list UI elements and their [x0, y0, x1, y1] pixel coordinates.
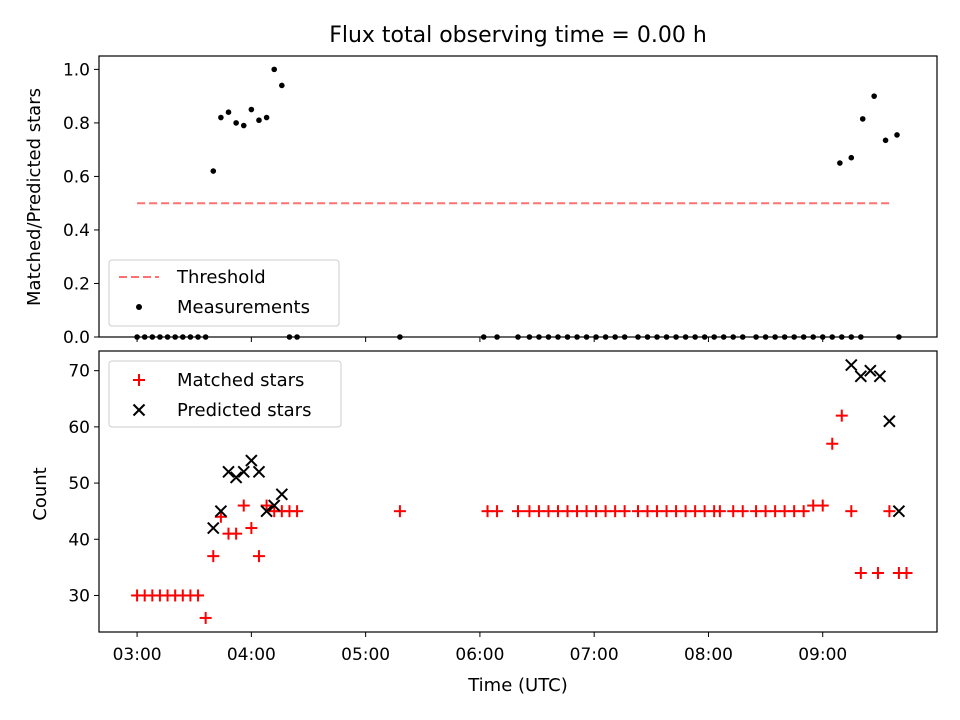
x-tick-label: 03:00: [113, 645, 162, 665]
figure-title: Flux total observing time = 0.00 h: [329, 23, 707, 48]
legend-matched-swatch: [133, 374, 145, 386]
predicted-star-point: [275, 488, 289, 501]
x-axis-label: Time (UTC): [467, 675, 568, 696]
predicted-star-point: [268, 499, 281, 512]
top-y-tick-label: 1.0: [63, 60, 90, 80]
matched-star-point: [900, 566, 913, 579]
measurement-point: [859, 116, 866, 122]
matched-star-point: [512, 505, 524, 518]
measurement-point: [210, 168, 217, 174]
matched-star-point: [491, 505, 504, 518]
matched-star-point: [237, 499, 250, 512]
matched-star-point: [192, 589, 205, 602]
top-legend-box: [108, 259, 340, 327]
predicted-star-point: [214, 504, 228, 518]
matched-star-point: [245, 522, 258, 535]
predicted-star-point: [229, 471, 243, 484]
matched-star-point: [291, 505, 304, 518]
matched-star-point: [835, 409, 848, 422]
matched-star-point: [826, 437, 839, 450]
predicted-star-point: [245, 454, 258, 467]
matched-star-point: [214, 510, 227, 523]
measurement-point: [848, 154, 855, 161]
measurement-point: [233, 120, 239, 126]
predicted-star-point: [237, 465, 250, 479]
bottom-y-tick-label: 70: [68, 362, 90, 382]
predicted-star-point: [854, 370, 868, 383]
x-tick-label: 06:00: [455, 645, 504, 665]
matched-star-point: [713, 505, 726, 518]
matched-star-point: [871, 566, 884, 579]
matched-star-point: [845, 505, 858, 518]
top-panel: 0.0 0.2 0.4 0.6 0.8 1.0 Matched/Predicted sta…: [24, 55, 938, 348]
matched-star-point: [230, 527, 243, 540]
bottom-plot-frame: [98, 350, 938, 633]
legend-matched-label: Matched stars: [177, 370, 304, 391]
measurement-point: [837, 160, 843, 166]
legend-measurements-label: Measurements: [177, 297, 310, 318]
bottom-y-tick-label: 50: [68, 474, 90, 494]
matched-star-point: [260, 499, 273, 512]
top-y-tick-label: 0.8: [63, 114, 90, 134]
measurement-point: [894, 132, 900, 138]
top-y-tick-label: 0.0: [63, 328, 90, 348]
measurement-point: [279, 82, 285, 89]
top-y-tick-label: 0.4: [63, 221, 90, 241]
measurement-point: [225, 109, 232, 115]
measurement-point: [248, 106, 255, 113]
bottom-y-tick-label: 60: [68, 418, 90, 438]
x-tick-label: 07:00: [570, 645, 619, 665]
top-y-tick-label: 0.6: [63, 167, 90, 187]
matched-star-point: [816, 499, 829, 512]
predicted-star-point: [252, 465, 266, 479]
matched-star-point: [393, 505, 406, 518]
top-legend: Threshold Measurements: [108, 259, 340, 327]
predicted-star-point: [207, 521, 220, 535]
measurement-point: [271, 66, 278, 73]
bottom-y-axis-label: Count: [30, 467, 51, 520]
bottom-legend: Matched stars Predicted stars: [108, 360, 342, 428]
measurement-point: [871, 93, 877, 99]
x-tick-label: 09:00: [798, 645, 847, 665]
x-tick-label: 04:00: [227, 645, 276, 665]
measurement-point: [256, 117, 262, 124]
legend-predicted-label: Predicted stars: [177, 400, 311, 421]
matched-star-point: [854, 566, 867, 579]
x-tick-label: 08:00: [684, 645, 733, 665]
predicted-star-point: [864, 364, 877, 377]
top-y-tick-label: 0.2: [63, 274, 90, 294]
bottom-legend-box: [108, 360, 342, 428]
matched-star-point: [797, 505, 810, 518]
legend-threshold-label: Threshold: [176, 267, 266, 288]
measurement-point: [240, 122, 247, 129]
matched-star-point: [736, 505, 749, 518]
legend-measurements-swatch: [136, 304, 142, 310]
bottom-y-tick-label: 40: [68, 530, 90, 550]
measurement-point: [263, 114, 270, 121]
predicted-star-point: [845, 358, 858, 372]
predicted-star-point: [873, 370, 887, 383]
matched-star-point: [883, 505, 896, 518]
predicted-star-point: [260, 504, 273, 518]
predicted-star-point: [883, 415, 896, 428]
measurement-point: [882, 137, 889, 144]
matched-star-point: [207, 550, 220, 563]
matched-star-point: [618, 505, 631, 518]
matched-star-point: [199, 611, 212, 624]
top-y-axis-label: Matched/Predicted stars: [24, 88, 45, 306]
predicted-star-point: [222, 465, 235, 479]
matched-star-point: [252, 550, 265, 563]
measurement-point: [218, 114, 224, 121]
top-plot-frame: [98, 55, 938, 338]
predicted-star-point: [892, 504, 906, 518]
legend-predicted-swatch: [132, 403, 146, 417]
x-tick-label: 05:00: [341, 645, 390, 665]
bottom-y-tick-label: 30: [68, 586, 90, 606]
bottom-panel: 30 40 50 60 70 03:00 04:00 05:00 06:00 07:00 08:0…: [30, 350, 938, 696]
